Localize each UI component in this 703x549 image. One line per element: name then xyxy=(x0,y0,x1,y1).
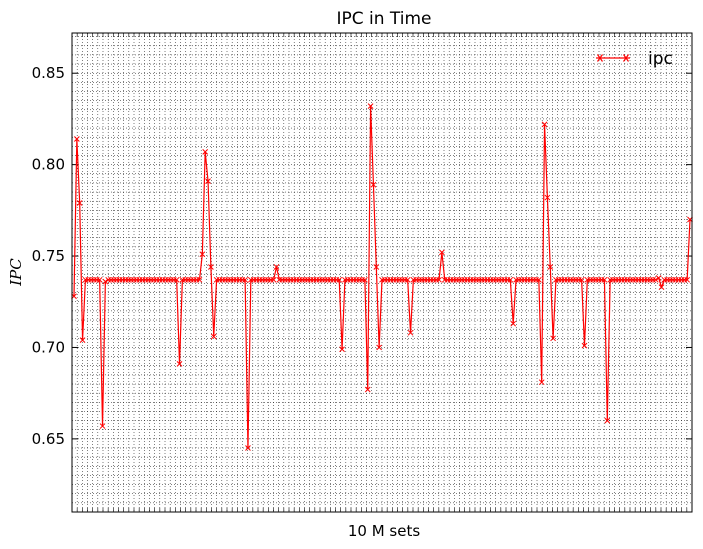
data-point xyxy=(208,264,214,270)
data-point xyxy=(270,276,277,283)
data-point xyxy=(655,275,662,281)
y-tick-label: 0.65 xyxy=(32,430,65,448)
data-point xyxy=(547,264,554,270)
legend-marker-icon xyxy=(597,54,629,62)
data-point xyxy=(173,276,180,283)
data-point xyxy=(404,276,411,283)
grid xyxy=(72,33,692,512)
data-point xyxy=(652,276,659,283)
data-point xyxy=(535,276,542,283)
data-point xyxy=(578,276,585,283)
data-point xyxy=(507,276,514,283)
data-point xyxy=(510,320,517,327)
data-point xyxy=(273,264,280,270)
data-point xyxy=(73,136,80,142)
data-point xyxy=(364,386,371,393)
data-point xyxy=(544,194,551,201)
data-point xyxy=(538,379,545,386)
data-point xyxy=(79,337,86,343)
data-point xyxy=(205,178,211,184)
plot-frame xyxy=(71,32,693,513)
data-point xyxy=(362,276,368,283)
legend-label-ipc: ipc xyxy=(648,49,673,69)
y-tick-label: 0.85 xyxy=(32,64,65,82)
data-point xyxy=(367,103,374,109)
data-point xyxy=(658,284,665,290)
series-layer xyxy=(71,103,693,451)
data-point xyxy=(601,276,608,283)
data-point xyxy=(439,249,445,256)
data-point xyxy=(102,278,109,285)
legend: ipc xyxy=(596,49,673,69)
data-point xyxy=(176,361,183,367)
y-tick-label: 0.75 xyxy=(32,247,65,265)
y-axis-label: IPC xyxy=(7,258,25,287)
data-point xyxy=(604,417,611,424)
data-point xyxy=(196,276,203,283)
data-point xyxy=(199,251,206,258)
y-tick-label: 0.70 xyxy=(32,338,65,356)
data-point xyxy=(436,276,442,283)
data-point xyxy=(245,445,251,451)
data-point xyxy=(99,423,106,429)
data-point xyxy=(76,200,83,206)
data-point xyxy=(336,276,343,283)
data-point xyxy=(210,333,217,340)
data-point xyxy=(202,148,209,155)
data-point xyxy=(541,121,548,128)
data-point xyxy=(581,342,588,349)
data-point xyxy=(684,276,691,283)
data-point xyxy=(550,335,556,342)
data-point xyxy=(339,346,345,353)
data-point xyxy=(376,344,383,351)
chart-title: IPC in Time xyxy=(336,9,431,29)
y-tick-label: 0.80 xyxy=(32,156,65,174)
y-ticks: 0.65 0.70 0.75 0.80 0.85 xyxy=(32,64,692,448)
data-point xyxy=(373,264,380,270)
data-point xyxy=(370,181,377,188)
data-point xyxy=(407,329,414,336)
data-point xyxy=(96,276,103,283)
x-axis-label: 10 M sets xyxy=(348,522,420,540)
data-point xyxy=(242,276,248,283)
